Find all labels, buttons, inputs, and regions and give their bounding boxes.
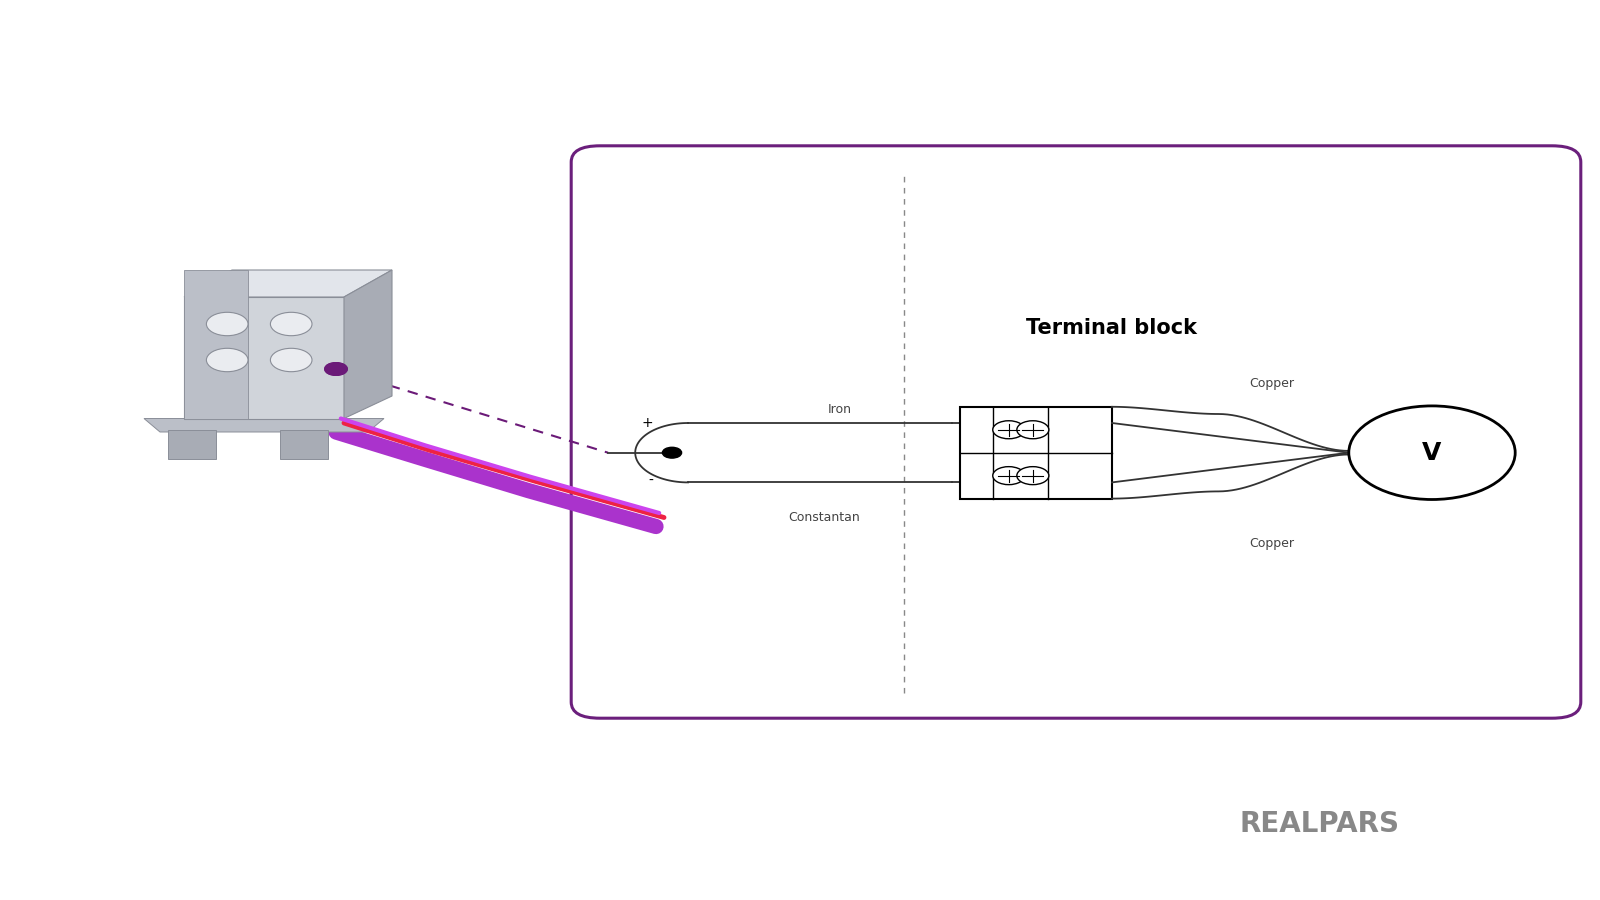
- Circle shape: [1018, 421, 1050, 439]
- Text: +: +: [642, 416, 653, 430]
- Circle shape: [270, 312, 312, 336]
- Text: -: -: [648, 473, 653, 488]
- Circle shape: [206, 348, 248, 372]
- Text: Terminal block: Terminal block: [1027, 319, 1197, 338]
- Text: REALPARS: REALPARS: [1240, 809, 1400, 838]
- FancyBboxPatch shape: [571, 146, 1581, 718]
- Text: Copper: Copper: [1250, 377, 1294, 390]
- Text: Constantan: Constantan: [789, 511, 859, 524]
- Circle shape: [270, 348, 312, 372]
- Text: V: V: [1422, 441, 1442, 464]
- Polygon shape: [168, 430, 216, 459]
- Circle shape: [1018, 466, 1050, 484]
- Polygon shape: [184, 297, 344, 418]
- Circle shape: [662, 447, 682, 458]
- Text: Iron: Iron: [829, 403, 851, 416]
- Circle shape: [992, 421, 1024, 439]
- Polygon shape: [184, 270, 248, 418]
- Circle shape: [325, 363, 347, 375]
- Circle shape: [325, 363, 347, 375]
- Circle shape: [992, 466, 1024, 484]
- Polygon shape: [144, 418, 384, 432]
- Polygon shape: [344, 270, 392, 418]
- Polygon shape: [184, 270, 392, 297]
- Circle shape: [1349, 406, 1515, 500]
- Polygon shape: [280, 430, 328, 459]
- Text: Copper: Copper: [1250, 537, 1294, 550]
- Bar: [960, 407, 1112, 499]
- Circle shape: [206, 312, 248, 336]
